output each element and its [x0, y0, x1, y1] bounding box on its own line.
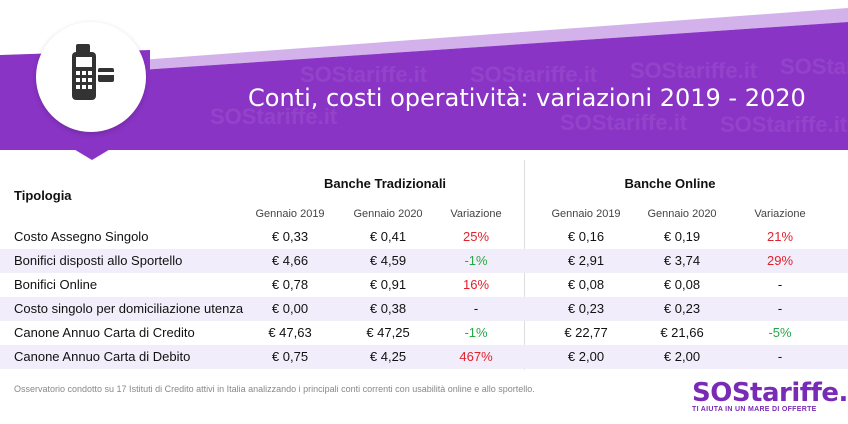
table-row: Bonifici Online € 0,78 € 0,91 16% € 0,08…	[0, 273, 848, 297]
table-row: Bonifici disposti allo Sportello € 4,66 …	[0, 249, 848, 273]
online-variation: 21%	[766, 229, 794, 244]
online-2019-value: € 0,16	[567, 229, 605, 244]
online-2019-value: € 0,23	[567, 301, 605, 316]
watermark: SOStariffe.it	[630, 58, 758, 83]
column-header: Gennaio 2020	[353, 208, 423, 220]
group-header-traditional: Banche Tradizionali	[323, 176, 447, 191]
column-header: Gennaio 2019	[551, 208, 621, 220]
online-2019-value: € 22,77	[564, 325, 608, 340]
online-2020-value: € 0,08	[663, 277, 701, 292]
trad-2020-value: € 47,25	[366, 325, 410, 340]
trad-variation: -1%	[464, 253, 488, 268]
page-title: Conti, costi operatività: variazioni 201…	[248, 84, 806, 112]
watermark: SOStariffe.it	[780, 54, 848, 79]
logo-tagline: TI AIUTA IN UN MARE DI OFFERTE	[692, 406, 817, 413]
column-header: Gennaio 2019	[255, 208, 325, 220]
column-header: Gennaio 2020	[647, 208, 717, 220]
table-row: Canone Annuo Carta di Credito € 47,63 € …	[0, 321, 848, 345]
trad-2020-value: € 4,59	[369, 253, 407, 268]
online-2020-value: € 0,19	[663, 229, 701, 244]
row-label: Canone Annuo Carta di Debito	[14, 349, 191, 364]
watermark: SOStariffe.it	[560, 110, 688, 135]
table-row: Canone Annuo Carta di Debito € 0,75 € 4,…	[0, 345, 848, 369]
watermark: SOStariffe.it	[470, 62, 598, 87]
row-label: Canone Annuo Carta di Credito	[14, 325, 195, 340]
brand-logo: SOStariffe.it TI AIUTA IN UN MARE DI OFF…	[692, 378, 848, 420]
trad-variation: 467%	[459, 349, 493, 364]
trad-2019-value: € 0,75	[271, 349, 309, 364]
trad-2019-value: € 4,66	[271, 253, 309, 268]
online-2020-value: € 2,00	[663, 349, 701, 364]
row-label: Costo Assegno Singolo	[14, 229, 149, 244]
online-variation: -	[777, 349, 783, 364]
label-column-header: Tipologia	[14, 188, 72, 203]
icon-badge	[36, 22, 146, 132]
trad-2019-value: € 0,33	[271, 229, 309, 244]
column-header: Variazione	[754, 208, 806, 220]
logo-wordmark: SOStariffe.it	[692, 378, 848, 408]
trad-2019-value: € 0,00	[271, 301, 309, 316]
column-header: Variazione	[450, 208, 502, 220]
row-label: Costo singolo per domiciliazione utenza	[14, 301, 244, 316]
online-variation: -	[777, 301, 783, 316]
trad-variation: 25%	[462, 229, 490, 244]
trad-variation: -	[473, 301, 479, 316]
watermark: SOStariffe.it	[210, 104, 338, 129]
trad-variation: -1%	[464, 325, 488, 340]
row-label: Bonifici Online	[14, 277, 98, 292]
table-row: Costo Assegno Singolo € 0,33 € 0,41 25% …	[0, 225, 848, 249]
watermark: SOStariffe.it	[720, 112, 848, 137]
trad-2020-value: € 0,91	[369, 277, 407, 292]
online-2020-value: € 0,23	[663, 301, 701, 316]
online-variation: -	[777, 277, 783, 292]
online-2019-value: € 0,08	[567, 277, 605, 292]
online-2019-value: € 2,91	[567, 253, 605, 268]
trad-2020-value: € 0,41	[369, 229, 407, 244]
online-2020-value: € 3,74	[663, 253, 701, 268]
group-header-online: Banche Online	[624, 176, 716, 191]
table-row: Costo singolo per domiciliazione utenza …	[0, 297, 848, 321]
online-2019-value: € 2,00	[567, 349, 605, 364]
trad-2020-value: € 4,25	[369, 349, 407, 364]
trad-variation: 16%	[462, 277, 490, 292]
watermark: SOStariffe.it	[300, 62, 428, 87]
card-terminal-icon	[72, 44, 114, 100]
footnote: Osservatorio condotto su 17 Istituti di …	[14, 384, 535, 394]
banner-pointer	[72, 148, 112, 160]
trad-2020-value: € 0,38	[369, 301, 407, 316]
trad-2019-value: € 47,63	[268, 325, 312, 340]
online-variation: 29%	[766, 253, 794, 268]
row-label: Bonifici disposti allo Sportello	[14, 253, 183, 268]
online-2020-value: € 21,66	[660, 325, 704, 340]
online-variation: -5%	[768, 325, 792, 340]
trad-2019-value: € 0,78	[271, 277, 309, 292]
